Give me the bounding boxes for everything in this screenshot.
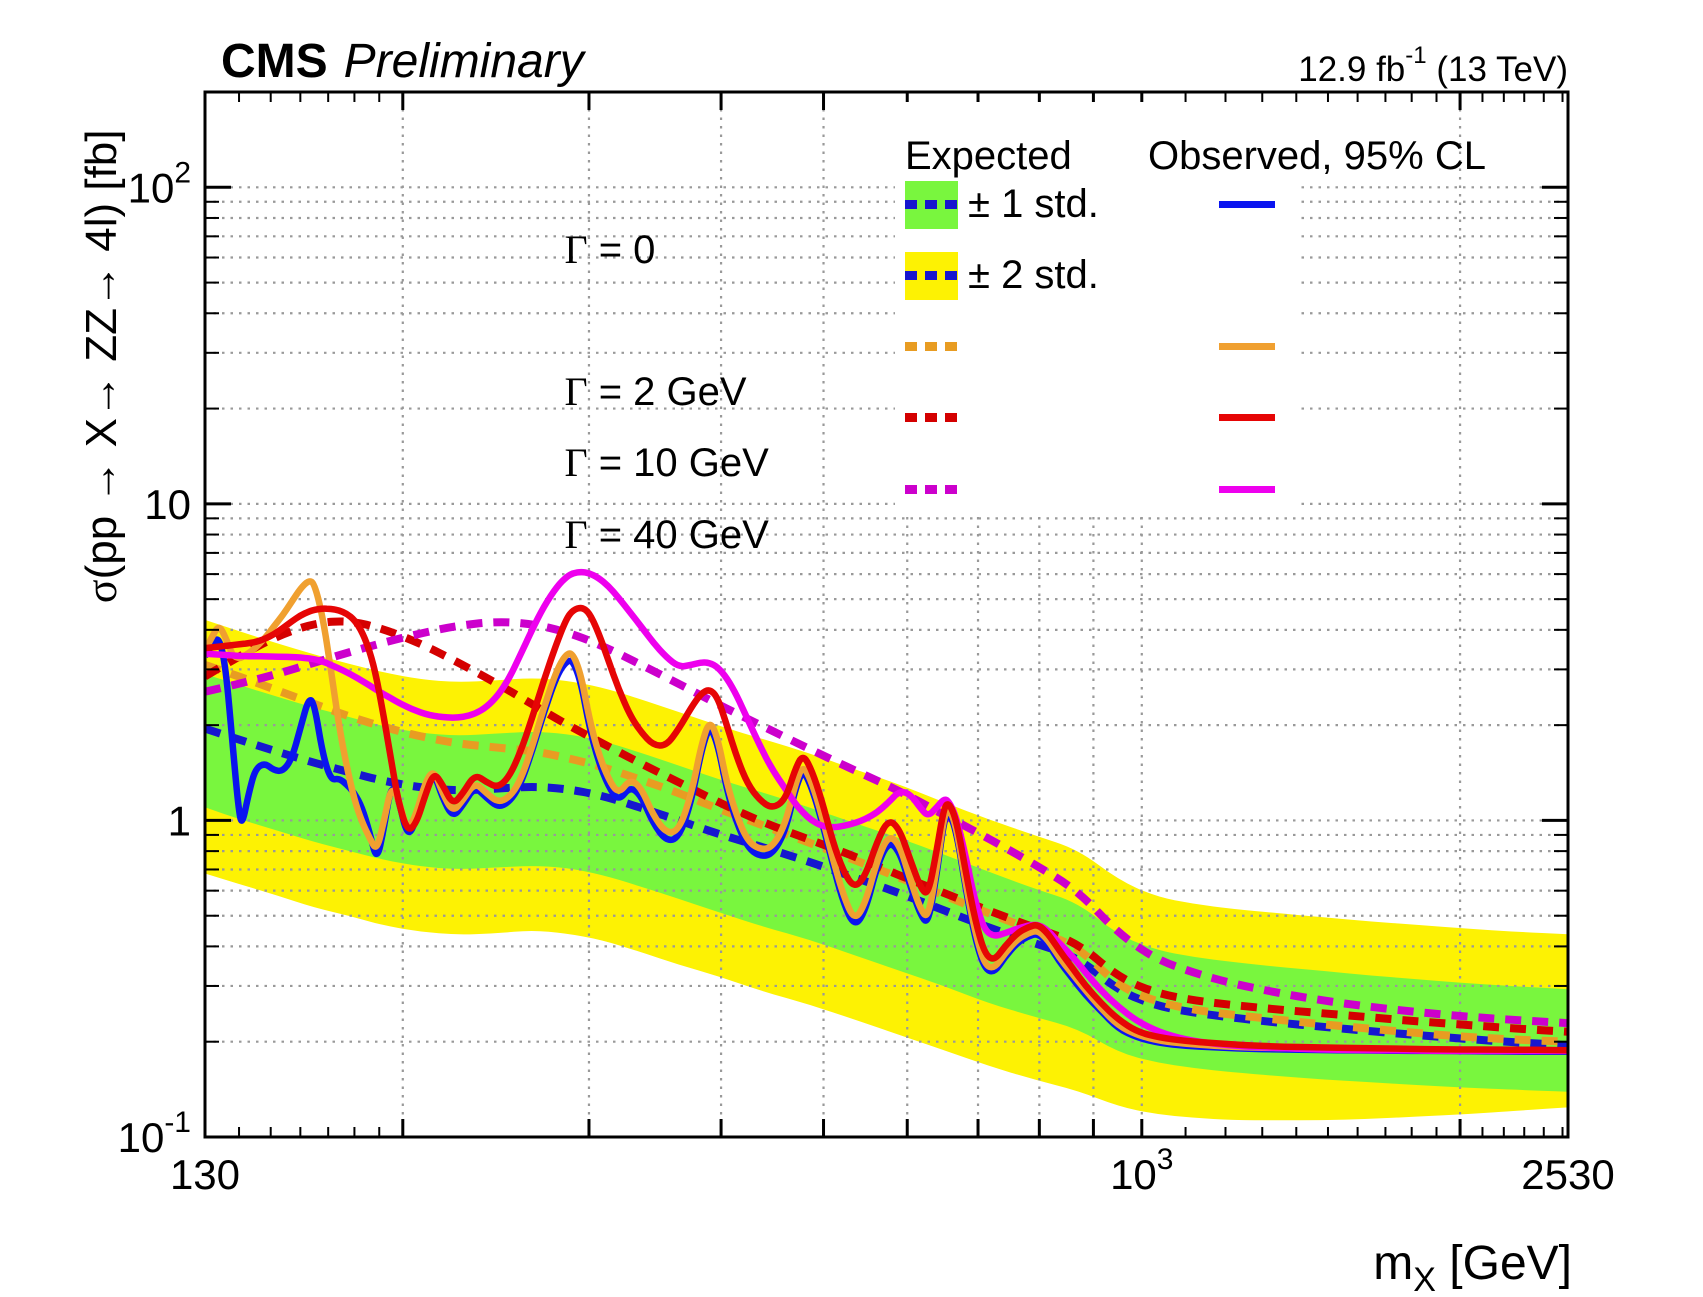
y-axis-title: σ(pp → X→ ZZ→ 4l) [fb]	[26, 80, 177, 652]
gamma-symbol: Γ	[564, 440, 588, 485]
observed-line-sample-g10	[1219, 414, 1275, 421]
gamma-value: = 40 GeV	[587, 513, 769, 557]
frame-layer	[203, 90, 1570, 1139]
plot-title: CMS Preliminary	[221, 35, 584, 89]
x-axis-title-unit: [GeV]	[1435, 1237, 1572, 1290]
expected-dash-sample-g0	[905, 200, 958, 209]
gamma-value: = 2 GeV	[587, 370, 747, 414]
expected-dash-sample-g10	[905, 413, 958, 422]
luminosity-value: 12.9 fb	[1298, 50, 1406, 89]
observed-line-sample-g2	[1219, 343, 1275, 350]
gamma-symbol: Γ	[564, 227, 588, 272]
series-expected_g0	[205, 724, 1568, 1050]
gamma-label-0: Γ = 0	[520, 181, 655, 318]
gamma-value: = 10 GeV	[587, 441, 769, 485]
y-tick-label: 10-1	[118, 1106, 191, 1161]
luminosity-label: 12.9 fb-1 (13 TeV)	[1298, 42, 1568, 90]
y-tick-label: 102	[128, 156, 191, 211]
x-axis-title: mX [GeV]	[1320, 1181, 1572, 1297]
gamma-label-2gev: Γ = 2 GeV	[520, 323, 747, 460]
band-1std-green	[205, 674, 1568, 1092]
tick-labels-layer: 10-1 1 10 102 130 103 2530	[118, 156, 1615, 1198]
plot-frame	[203, 90, 1570, 1139]
observed-line-sample-g40	[1219, 486, 1275, 493]
legend-header-observed: Observed, 95% CL	[1148, 134, 1486, 178]
luminosity-exponent: -1	[1405, 42, 1427, 69]
beam-energy: (13 TeV)	[1426, 50, 1568, 89]
expected-dash-sample-g40	[905, 485, 958, 494]
gamma-label-10gev: Γ = 10 GeV	[520, 394, 769, 531]
y-axis-title-text: (pp → X→ ZZ→ 4l) [fb]	[77, 129, 126, 580]
x-tick-label: 130	[170, 1151, 240, 1198]
curves-layer	[205, 568, 1568, 1055]
x-axis-title-base: m	[1373, 1237, 1414, 1290]
series-expected_g10	[205, 617, 1568, 1036]
grid-layer	[205, 92, 1568, 1137]
y-tick-label: 10	[144, 481, 191, 528]
observed-line-sample-g0	[1219, 201, 1275, 208]
legend-label-1std: ± 1 std.	[968, 182, 1099, 226]
x-tick-label: 103	[1110, 1143, 1173, 1198]
gamma-symbol: Γ	[564, 512, 588, 557]
legend-background	[895, 102, 1300, 514]
experiment-name: CMS	[221, 35, 328, 88]
series-observed_g10	[205, 604, 1568, 1054]
legend-header-expected: Expected	[905, 134, 1072, 178]
legend-label-2std: ± 2 std.	[968, 253, 1099, 297]
x-tick-label: 2530	[1521, 1151, 1614, 1198]
sigma-symbol: σ	[77, 579, 126, 604]
y-tick-label: 1	[168, 797, 191, 844]
series-observed_g2	[205, 578, 1568, 1055]
expected-dash-sample-g0b	[905, 271, 958, 280]
plot-status: Preliminary	[343, 35, 584, 88]
gamma-symbol: Γ	[564, 369, 588, 414]
x-axis-title-subscript: X	[1413, 1261, 1436, 1297]
gamma-value: = 0	[587, 228, 656, 272]
gamma-label-40gev: Γ = 40 GeV	[520, 466, 769, 603]
series-expected_g40	[205, 618, 1568, 1028]
expected-dash-sample-g2	[905, 342, 958, 351]
